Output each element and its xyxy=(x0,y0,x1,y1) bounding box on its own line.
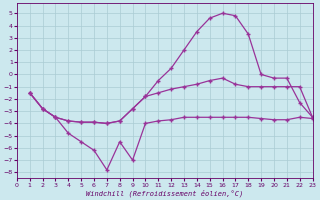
X-axis label: Windchill (Refroidissement éolien,°C): Windchill (Refroidissement éolien,°C) xyxy=(86,189,243,197)
